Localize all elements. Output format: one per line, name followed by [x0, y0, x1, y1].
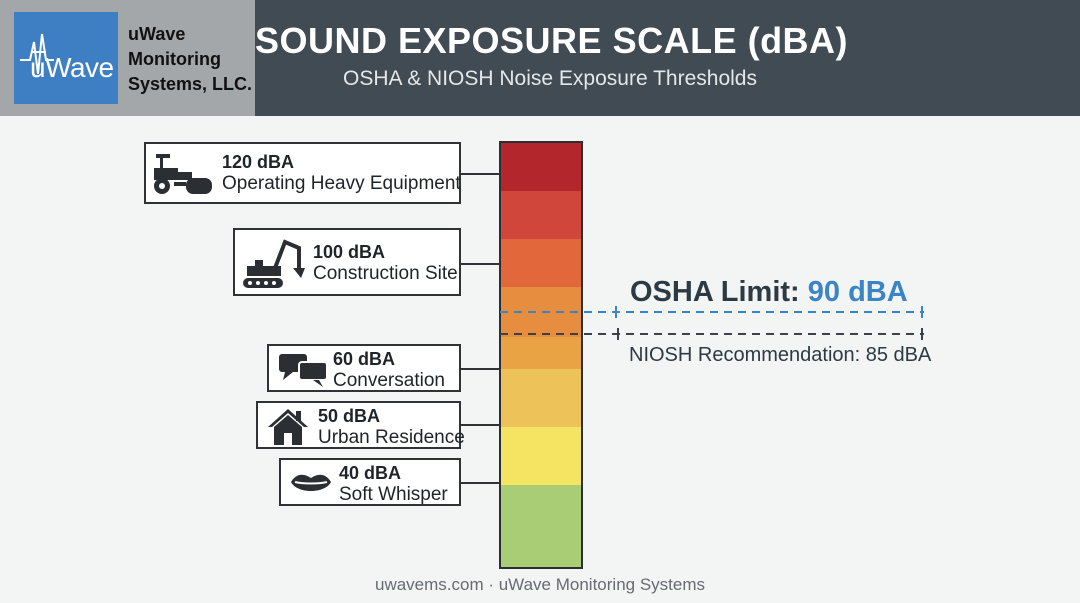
source-level: 60 dBA	[333, 349, 396, 369]
source-card-soft-whisper: 40 dBA Soft Whisper	[279, 458, 461, 506]
scale-band	[501, 143, 581, 191]
source-level: 100 dBA	[313, 242, 386, 262]
osha-limit-value: 90 dBA	[807, 276, 908, 308]
scale-band	[501, 485, 581, 567]
sound-scale-bar	[499, 141, 583, 569]
heavy-equipment-icon	[154, 154, 212, 194]
logo-panel: uWave uWave Monitoring Systems, LLC.	[0, 0, 255, 116]
source-level: 120 dBA	[222, 152, 295, 172]
source-card-urban-residence: 50 dBA Urban Residence	[256, 401, 465, 449]
source-level: 40 dBA	[339, 463, 402, 483]
company-line: Monitoring	[128, 49, 221, 69]
uwave-logo: uWave	[14, 12, 118, 104]
scale-band	[501, 191, 581, 239]
company-line: uWave	[128, 24, 186, 44]
source-label: Soft Whisper	[339, 484, 448, 505]
scale-band	[501, 427, 581, 485]
source-label: Urban Residence	[318, 427, 465, 448]
source-label: Construction Site	[313, 263, 458, 284]
header-bar: uWave uWave Monitoring Systems, LLC. SOU…	[0, 0, 1080, 116]
footer-text: uwavems.com · uWave Monitoring Systems	[374, 575, 706, 594]
osha-limit-label: OSHA Limit: 90 dBA	[630, 276, 908, 309]
scale-band	[501, 337, 581, 369]
house-icon	[268, 409, 308, 445]
connector-line	[460, 263, 500, 265]
connector-line	[460, 482, 500, 484]
excavator-icon	[243, 239, 305, 288]
source-label: Operating Heavy Equipment	[222, 173, 461, 194]
source-level: 50 dBA	[318, 406, 381, 426]
source-label: Conversation	[333, 370, 445, 391]
source-card-heavy-equipment: 120 dBA Operating Heavy Equipment	[144, 142, 461, 204]
source-card-construction: 100 dBA Construction Site	[233, 228, 461, 296]
osha-limit-prefix: OSHA Limit:	[630, 276, 808, 308]
company-name: uWave Monitoring Systems, LLC.	[128, 22, 252, 97]
page-subtitle: OSHA & NIOSH Noise Exposure Thresholds	[343, 67, 757, 90]
niosh-recommendation-label: NIOSH Recommendation: 85 dBA	[629, 344, 932, 366]
scale-band	[501, 239, 581, 287]
lips-icon	[291, 474, 331, 491]
connector-line	[460, 173, 500, 175]
scale-band	[501, 369, 581, 427]
connector-line	[460, 368, 500, 370]
connector-line	[460, 424, 500, 426]
company-line: Systems, LLC.	[128, 74, 253, 94]
source-card-conversation: 60 dBA Conversation	[267, 344, 461, 392]
waveform-icon	[20, 33, 54, 75]
logo-text: uWave	[30, 52, 114, 83]
speech-bubbles-icon	[279, 354, 328, 387]
page-title: SOUND EXPOSURE SCALE (dBA)	[255, 20, 849, 61]
